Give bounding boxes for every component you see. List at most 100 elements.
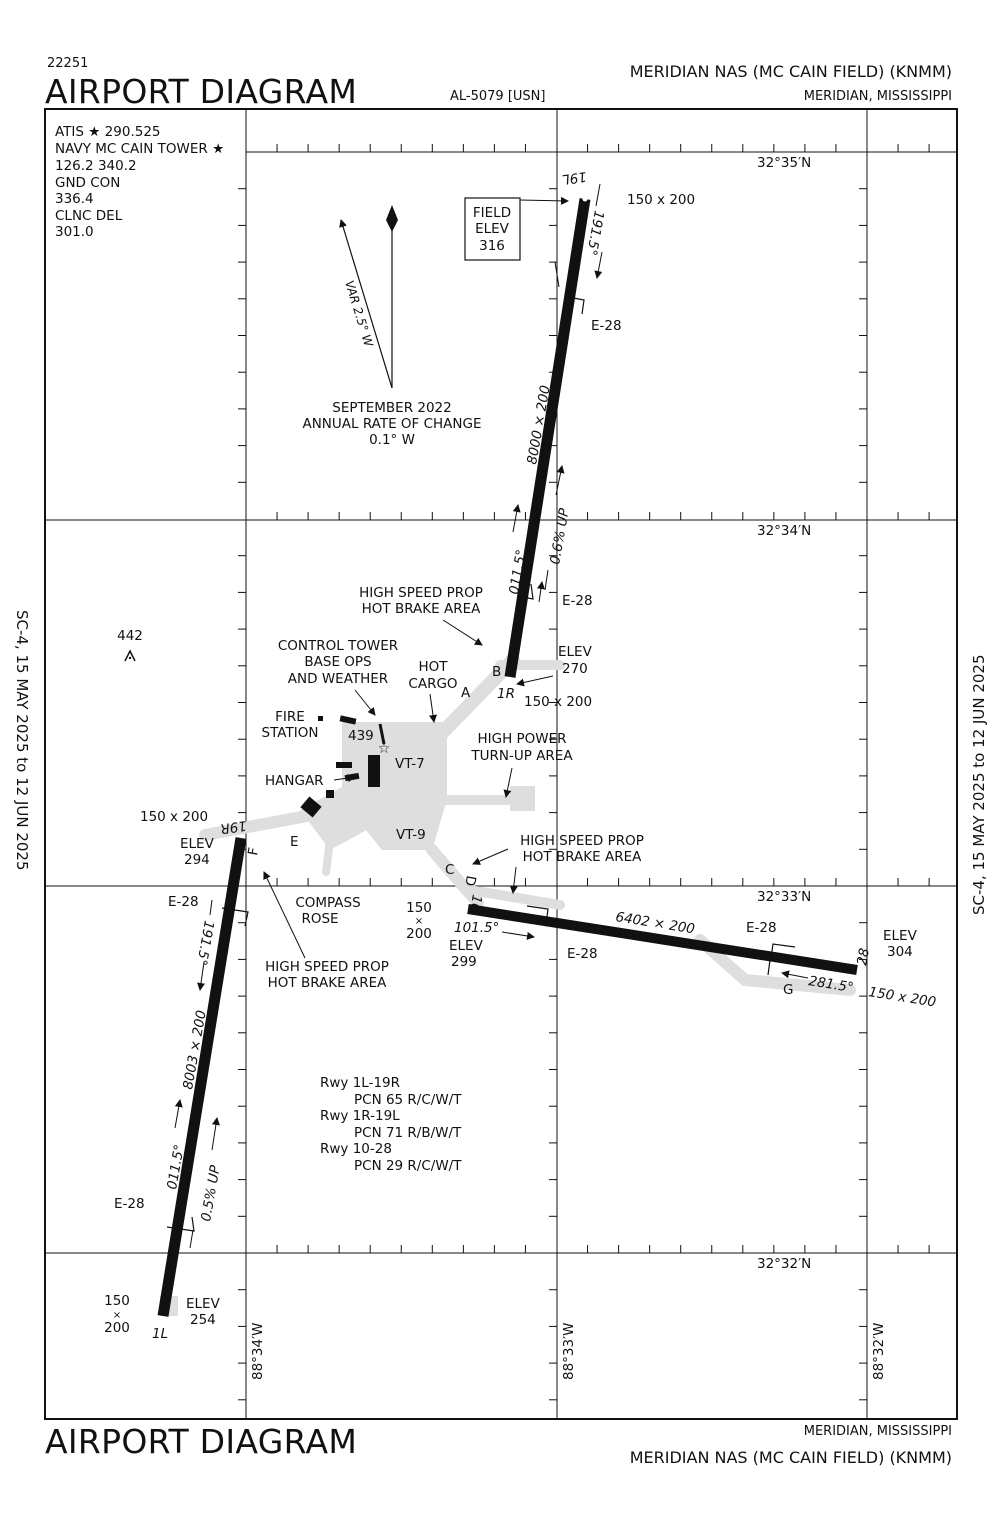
arresting-gear-icon — [767, 959, 771, 976]
arresting-gear-label: E-28 — [567, 946, 598, 962]
slope-arrow — [189, 1229, 194, 1249]
airport-name: MERIDIAN NAS (MC CAIN FIELD) (KNMM) — [629, 62, 952, 81]
clnc-freq: 301.0 — [55, 224, 94, 240]
hot-cargo-label: HOT — [418, 659, 448, 675]
runway-dims: 150 — [406, 900, 432, 916]
tower-freq: 126.2 340.2 — [55, 158, 137, 174]
obstacle-height: 442 — [117, 628, 143, 644]
lon-label: 88°33′W — [561, 1322, 577, 1380]
arresting-gear-icon — [567, 296, 585, 315]
vt9-label: VT-9 — [396, 827, 426, 843]
runway-id-19l: 19L — [561, 168, 588, 187]
runway-id-1l: 1L — [152, 1326, 168, 1342]
taxiways-gray — [199, 653, 856, 996]
taxiway-d — [465, 885, 565, 910]
effective-dates-left: SC-4, 15 MAY 2025 to 12 JUN 2025 — [13, 610, 31, 871]
runway-id-28: 28 — [854, 947, 873, 967]
gnd-label: GND CON — [55, 175, 120, 191]
runway-dims: 200 — [104, 1320, 130, 1336]
obstacle-icon — [128, 656, 132, 660]
pcn-value: PCN 29 R/C/W/T — [354, 1158, 462, 1174]
runway-10-28 — [467, 904, 858, 975]
hot-brake-label: HIGH SPEED PROP — [520, 833, 644, 849]
runway-dims: 150 — [104, 1293, 130, 1309]
hot-brake-pointer — [263, 871, 306, 959]
footer-city-state: MERIDIAN, MISSISSIPPI — [803, 1424, 952, 1439]
runway-heading: 011.5° — [506, 548, 530, 595]
heading-arrow — [781, 970, 809, 979]
taxiway-a — [433, 653, 520, 742]
hangar-label: HANGAR — [265, 773, 324, 789]
runway-dims: 150 x 200 — [627, 192, 695, 208]
runway-slope: 0.5% UP — [198, 1163, 224, 1222]
runway-heading: 011.5° — [164, 1143, 188, 1190]
variation-date: SEPTEMBER 2022 — [332, 400, 451, 416]
arresting-gear-icon — [526, 905, 559, 927]
frequency-block: ATIS ★ 290.525 NAVY MC CAIN TOWER ★ 126.… — [55, 124, 224, 240]
chart-number: 22251 — [47, 56, 89, 71]
tower-mast — [378, 723, 386, 745]
taxiway-b-label: B — [492, 664, 501, 680]
field-elev-value: 316 — [479, 238, 505, 254]
control-tower-pointer — [354, 689, 376, 716]
control-tower-label: AND WEATHER — [288, 671, 388, 687]
field-elev-pointer — [519, 196, 569, 205]
tower-star-icon: ☆ — [378, 741, 391, 757]
elev-value: 299 — [451, 954, 477, 970]
pcn-runway: Rwy 10-28 — [320, 1141, 392, 1157]
hot-brake-label: HIGH SPEED PROP — [265, 959, 389, 975]
hot-brake-pointer — [509, 866, 518, 894]
runway-dims: 150 x 200 — [524, 694, 592, 710]
runway-id-19r: 19R — [219, 817, 248, 837]
runway-dims: 200 — [406, 926, 432, 942]
hot-brake-label: HOT BRAKE AREA — [523, 849, 642, 865]
lon-label: 88°32′W — [871, 1322, 887, 1380]
arresting-gear-label: E-28 — [114, 1196, 145, 1212]
runway-dims: × — [113, 1310, 121, 1321]
runway-dims: 150 x 200 — [140, 809, 208, 825]
city-state: MERIDIAN, MISSISSIPPI — [803, 89, 952, 104]
arresting-gear-label: E-28 — [591, 318, 622, 334]
field-elev-box — [464, 197, 521, 261]
effective-dates-right: SC-4, 15 MAY 2025 to 12 JUN 2025 — [970, 654, 988, 915]
hot-cargo-pointer — [429, 693, 437, 723]
runway-1l-19r — [157, 837, 247, 1317]
atis-label: ATIS ★ 290.525 — [55, 124, 161, 140]
hot-brake-label: HOT BRAKE AREA — [362, 601, 481, 617]
tower-label: NAVY MC CAIN TOWER ★ — [55, 141, 224, 157]
vt7-hangar — [368, 755, 380, 787]
arresting-gear-icon — [770, 943, 796, 959]
turn-up-label: TURN-UP AREA — [470, 748, 573, 764]
runway-id-1r: 1R — [497, 686, 515, 702]
slope-arrow — [211, 1117, 220, 1151]
building — [326, 790, 334, 798]
footer-airport-name: MERIDIAN NAS (MC CAIN FIELD) (KNMM) — [629, 1448, 952, 1467]
building — [339, 715, 357, 725]
fire-station-label: FIRE — [275, 709, 305, 725]
turn-up-label: HIGH POWER — [477, 731, 566, 747]
hot-brake-label: HIGH SPEED PROP — [359, 585, 483, 601]
lon-label: 88°34′W — [250, 1322, 266, 1380]
arresting-gear-icon — [166, 1216, 195, 1232]
hot-brake-pointer — [442, 619, 483, 646]
annual-rate-label: ANNUAL RATE OF CHANGE — [302, 416, 481, 432]
pcn-runway: Rwy 1R-19L — [320, 1108, 400, 1124]
magnetic-north-line — [339, 219, 393, 389]
heading-arrow — [501, 931, 535, 940]
compass-rose-taxiway — [322, 836, 334, 876]
gnd-freq: 336.4 — [55, 191, 94, 207]
arresting-gear-label: E-28 — [168, 894, 199, 910]
tower-elev: 439 — [348, 728, 374, 744]
slope-arrow — [554, 261, 560, 288]
lat-label: 32°35′N — [757, 155, 811, 171]
control-tower-label: BASE OPS — [304, 654, 371, 670]
arresting-gear-icon — [221, 907, 249, 927]
elev-value: 304 — [887, 944, 913, 960]
hot-brake-label: HOT BRAKE AREA — [268, 975, 387, 991]
runway-slope: 0.6% UP — [547, 506, 573, 565]
runway-end-marker — [582, 196, 588, 202]
runway-heading: 101.5° — [454, 920, 499, 936]
true-north-arrow-icon — [386, 205, 398, 232]
annual-rate-value: 0.1° W — [369, 432, 415, 448]
